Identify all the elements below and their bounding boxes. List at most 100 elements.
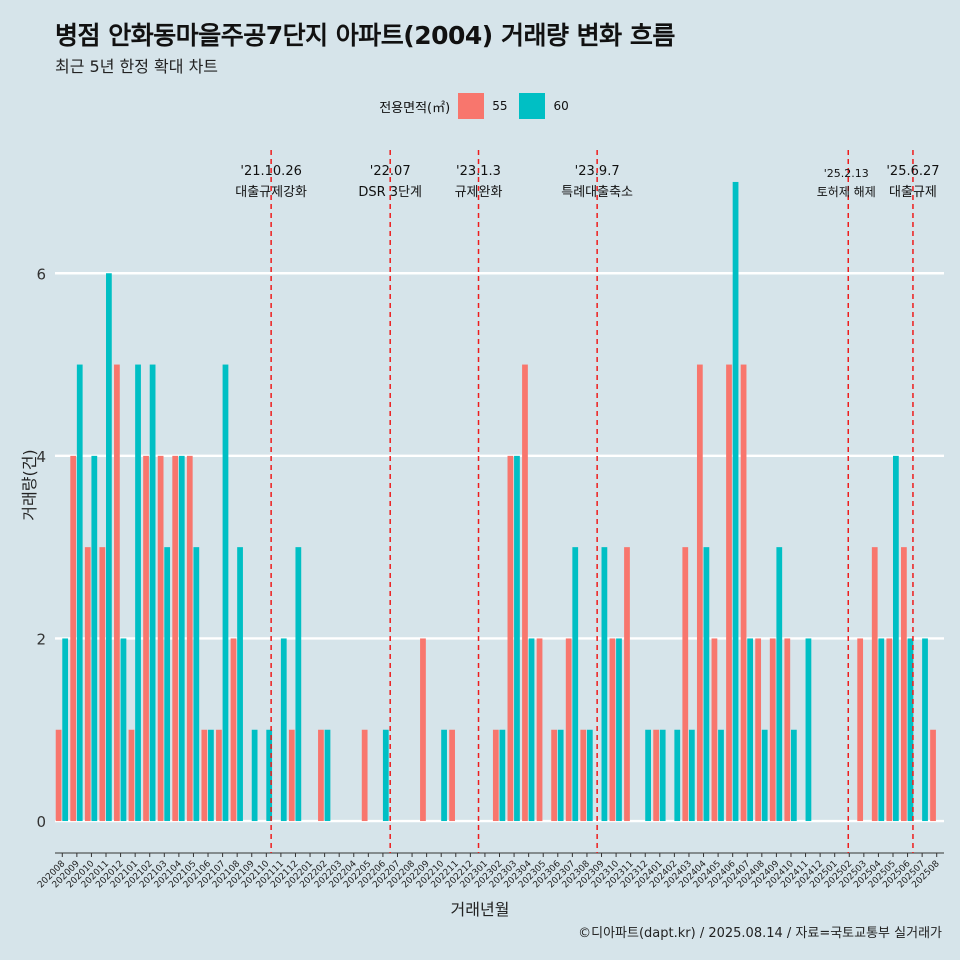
y-tick-label-6: 6 — [36, 265, 46, 283]
bar-55-202102 — [143, 455, 149, 822]
bar-60-202009 — [76, 364, 83, 822]
bar-55-202503 — [857, 638, 864, 822]
bar-60-202106 — [208, 729, 214, 822]
y-tick-label-2: 2 — [36, 630, 46, 648]
bar-55-202011 — [99, 547, 106, 822]
event-date-1: '21.10.26 — [240, 164, 301, 179]
bar-55-202401 — [653, 729, 660, 822]
bar-60-202102 — [149, 364, 156, 822]
bar-55-202409 — [769, 638, 776, 822]
bar-60-202504 — [878, 638, 885, 822]
bar-60-202306 — [557, 729, 564, 822]
bar-60-202010 — [91, 455, 98, 822]
bar-55-202403 — [682, 547, 689, 822]
bar-60-202008 — [62, 638, 69, 822]
bar-60-202506 — [907, 638, 914, 822]
bar-55-202009 — [70, 455, 77, 822]
bar-55-202303 — [507, 455, 514, 822]
bar-60-202309 — [601, 547, 608, 822]
bar-60-202505 — [892, 455, 899, 822]
bar-60-202107 — [222, 364, 229, 822]
legend-label-60: 60 — [553, 99, 569, 113]
source-caption: ©디아파트(dapt.kr) / 2025.08.14 / 자료=국토교통부 실… — [578, 926, 942, 941]
bar-55-202101 — [128, 729, 135, 822]
event-label-1: 대출규제강화 — [235, 185, 307, 200]
bar-60-202308 — [586, 729, 593, 822]
bar-60-202410 — [790, 729, 797, 822]
bar-60-202109 — [251, 729, 258, 822]
bar-60-202202 — [324, 729, 331, 822]
bar-55-202008 — [55, 729, 62, 822]
event-date-6: '25.6.27 — [886, 164, 939, 179]
legend-title: 전용면적(㎡) — [379, 100, 451, 116]
bar-60-202507 — [922, 638, 928, 822]
bar-55-202305 — [536, 638, 543, 822]
bar-55-202410 — [784, 638, 791, 822]
bar-60-202303 — [514, 455, 520, 822]
bar-55-202106 — [201, 729, 208, 822]
bar-60-202409 — [776, 547, 783, 822]
bar-55-202311 — [624, 547, 630, 822]
y-tick-label-0: 0 — [36, 813, 46, 831]
bar-55-202209 — [420, 638, 426, 822]
event-date-4: '23.9.7 — [575, 164, 620, 179]
bar-55-202505 — [886, 638, 893, 822]
bar-55-202104 — [172, 455, 179, 822]
legend: 전용면적(㎡) 55 60 — [0, 93, 960, 119]
bar-60-202206 — [382, 729, 389, 822]
bar-60-202112 — [295, 547, 302, 822]
bar-55-202504 — [871, 547, 878, 822]
bar-55-202406 — [726, 364, 732, 822]
bar-60-202111 — [280, 638, 287, 822]
bar-60-202402 — [674, 729, 681, 822]
bar-55-202010 — [84, 547, 91, 822]
bar-60-202406 — [732, 181, 739, 822]
legend-swatch-55 — [458, 93, 485, 119]
event-date-3: '23.1.3 — [456, 164, 501, 179]
event-label-2: DSR 3단계 — [358, 185, 422, 200]
bar-55-202107 — [216, 729, 222, 822]
bar-55-202407 — [740, 364, 747, 822]
event-date-5: '25.2.13 — [824, 167, 869, 180]
chart-title: 병점 안화동마을주공7단지 아파트(2004) 거래량 변화 흐름 — [55, 21, 675, 50]
bar-60-202403 — [688, 729, 695, 822]
bar-60-202408 — [761, 729, 768, 822]
bar-55-202302 — [492, 729, 499, 822]
bar-55-202307 — [565, 638, 572, 822]
bar-60-202104 — [178, 455, 185, 822]
bar-60-202405 — [718, 729, 724, 822]
bar-55-202103 — [157, 455, 164, 822]
bar-55-202310 — [609, 638, 616, 822]
bar-60-202105 — [193, 547, 200, 822]
bar-60-202011 — [106, 273, 112, 822]
bar-55-202308 — [580, 729, 587, 822]
legend-swatch-60 — [519, 93, 546, 119]
bar-60-202110 — [266, 729, 273, 822]
bar-60-202307 — [572, 547, 579, 822]
x-axis-title: 거래년월 — [450, 900, 510, 919]
bar-60-202310 — [616, 638, 622, 822]
bar-55-202205 — [361, 729, 368, 822]
bar-55-202211 — [449, 729, 455, 822]
bar-55-202408 — [755, 638, 762, 822]
event-label-6: 대출규제 — [889, 185, 937, 200]
bar-60-202210 — [441, 729, 447, 822]
y-tick-label-4: 4 — [36, 448, 46, 466]
legend-label-55: 55 — [492, 99, 508, 113]
event-date-2: '22.07 — [370, 164, 411, 179]
bar-60-202411 — [805, 638, 812, 822]
event-label-4: 특례대출축소 — [561, 185, 633, 200]
bar-60-202302 — [499, 729, 506, 822]
bar-60-202404 — [703, 547, 710, 822]
bar-60-202304 — [528, 638, 535, 822]
bar-60-202101 — [135, 364, 141, 822]
bar-60-202108 — [237, 547, 243, 822]
bar-55-202405 — [711, 638, 718, 822]
chart-subtitle: 최근 5년 한정 확대 차트 — [55, 57, 219, 76]
y-axis-title: 거래량(건) — [20, 449, 39, 521]
bar-55-202404 — [696, 364, 703, 822]
bar-55-202012 — [114, 364, 120, 822]
bar-55-202112 — [288, 729, 295, 822]
bar-60-202012 — [120, 638, 127, 822]
